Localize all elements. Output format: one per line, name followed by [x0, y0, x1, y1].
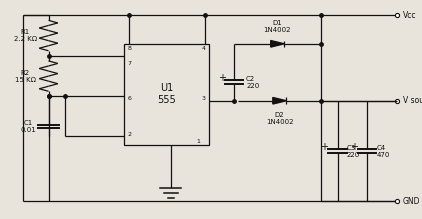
Text: Vcc: Vcc [403, 11, 417, 20]
Text: 7: 7 [128, 61, 132, 66]
Text: C3
220: C3 220 [347, 145, 360, 158]
Text: 8: 8 [128, 46, 132, 51]
Text: GND: GND [403, 197, 420, 206]
FancyBboxPatch shape [124, 44, 209, 145]
Text: C4
470: C4 470 [376, 145, 390, 158]
Text: D1
1N4002: D1 1N4002 [264, 20, 291, 33]
Text: +: + [350, 141, 357, 152]
Text: V source: V source [403, 96, 422, 105]
Polygon shape [271, 41, 284, 47]
Text: 1: 1 [196, 139, 200, 144]
Text: C2
220: C2 220 [246, 76, 259, 89]
Text: D2
1N4002: D2 1N4002 [266, 112, 293, 125]
Text: U1
555: U1 555 [157, 83, 176, 105]
Polygon shape [273, 97, 287, 104]
Text: +: + [218, 73, 225, 83]
Text: +: + [320, 141, 328, 152]
Text: R1
2.2 KΩ: R1 2.2 KΩ [14, 29, 37, 42]
Text: C1
0.01: C1 0.01 [20, 120, 36, 133]
Text: 3: 3 [202, 96, 206, 101]
Text: 4: 4 [202, 46, 206, 51]
Text: 6: 6 [128, 96, 132, 101]
Text: 2: 2 [128, 132, 132, 136]
Text: R2
15 KΩ: R2 15 KΩ [15, 70, 36, 83]
